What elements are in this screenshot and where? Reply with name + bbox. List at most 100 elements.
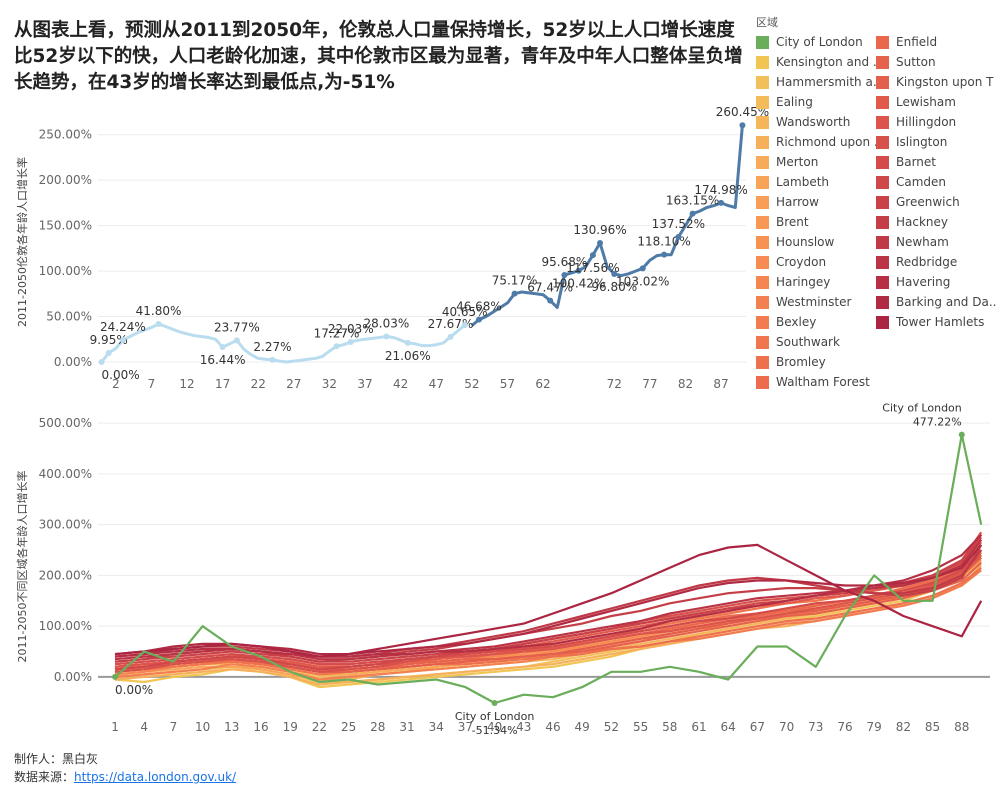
legend-label: Lambeth [776,175,830,189]
legend-item: Barking and Da.. [876,292,996,312]
legend-label: Southwark [776,335,840,349]
point [739,122,746,129]
x-tick-label: 22 [251,377,266,391]
x-tick-label: 17 [215,377,230,391]
legend-item: Enfield [876,32,996,52]
legend-swatch [756,55,769,69]
value-label: 117.56% [566,261,619,275]
legend-swatch [876,135,889,149]
legend-swatch [756,295,769,309]
legend-swatch [756,115,769,129]
legend-item: Westminster [756,292,882,312]
x-tick-label: 52 [464,377,479,391]
legend-item: Hackney [876,212,996,232]
point [547,297,554,304]
legend-label: Newham [896,235,949,249]
y-tick-label: 250.00% [39,128,92,142]
point [639,265,646,272]
x-tick-label: 47 [429,377,444,391]
x-tick-label: 61 [691,720,706,734]
legend-label: Hackney [896,215,949,229]
x-tick-label: 27 [286,377,301,391]
legend-label: Haringey [776,275,831,289]
legend-label: Tower Hamlets [896,315,985,329]
legend-swatch [876,295,889,309]
point [675,233,682,240]
x-tick-label: 42 [393,377,408,391]
point [219,344,226,351]
legend-swatch [756,95,769,109]
y-tick-label: 0.00% [54,355,92,369]
y-tick-label: 400.00% [39,467,92,481]
legend-label: Kingston upon T [896,75,994,89]
x-tick-label: 87 [713,377,728,391]
x-tick-label: 7 [170,720,178,734]
legend-label: Brent [776,215,809,229]
legend-swatch [876,315,889,329]
y-tick-label: 500.00% [39,416,92,430]
point [689,210,696,217]
legend-swatch [876,195,889,209]
legend-swatch [876,175,889,189]
point [475,316,482,323]
legend-swatch [756,375,769,389]
series-group [114,433,983,705]
x-tick-label: 32 [322,377,337,391]
value-label: 9.95% [90,333,128,347]
value-label: -51.34% [472,724,518,737]
x-tick-label: 58 [662,720,677,734]
point [461,322,468,329]
title: 从图表上看，预测从2011到2050年，伦敦总人口量保持增长，52岁以上人口增长… [14,20,743,93]
legend-item: Harrow [756,192,882,212]
point [611,271,618,277]
legend-label: Islington [896,135,948,149]
x-tick-label: 2 [112,377,120,391]
legend-swatch [756,235,769,249]
legend-label: Merton [776,155,819,169]
legend-item: Newham [876,232,996,252]
legend-swatch [876,75,889,89]
legend-swatch [876,55,889,69]
legend-item: Bromley [756,352,882,372]
x-tick-label: 13 [224,720,239,734]
source-link[interactable]: https://data.london.gov.uk/ [74,770,237,784]
x-tick-label: 25 [341,720,356,734]
legend-item: Tower Hamlets [876,312,996,332]
x-tick-label: 70 [779,720,794,734]
value-label: 22.03% [328,322,374,336]
point [561,272,568,279]
legend-label: Hillingdon [896,115,957,129]
point [233,337,240,344]
value-label: 40.65% [442,305,488,319]
legend-column: City of London Kensington and .. Hammersmi… [756,32,882,392]
x-tick-label: 19 [283,720,298,734]
legend-swatch [876,215,889,229]
legend-label: Camden [896,175,947,189]
legend-item: Lewisham [876,92,996,112]
legend-item: Hounslow [756,232,882,252]
value-label: 260.45% [716,105,769,119]
value-label: 41.80% [136,304,182,318]
legend-label: Richmond upon .. [776,135,882,149]
legend-swatch [756,355,769,369]
y-tick-label: 0.00% [54,670,92,684]
legend-title: 区域 [756,16,778,29]
value-label: 17.27% [314,326,360,340]
x-tick-label: 88 [954,720,969,734]
value-label: 67.47% [527,281,573,295]
legend-label: Bexley [776,315,817,329]
series-line [114,543,983,658]
y-axis-title: 2011-2050不同区域各年龄人口增长率 [15,471,29,663]
point [155,321,162,327]
x-tick-label: 76 [837,720,852,734]
legend-item: Southwark [756,332,882,352]
legend-item: Richmond upon .. [756,132,882,152]
x-tick-label: 77 [642,377,657,391]
point [575,267,582,274]
x-tick-label: 10 [195,720,210,734]
legend-swatch [756,275,769,289]
point [511,290,518,297]
legend-item: City of London [756,32,882,52]
legend-item: Kensington and .. [756,52,882,72]
legend-label: Ealing [776,95,813,109]
